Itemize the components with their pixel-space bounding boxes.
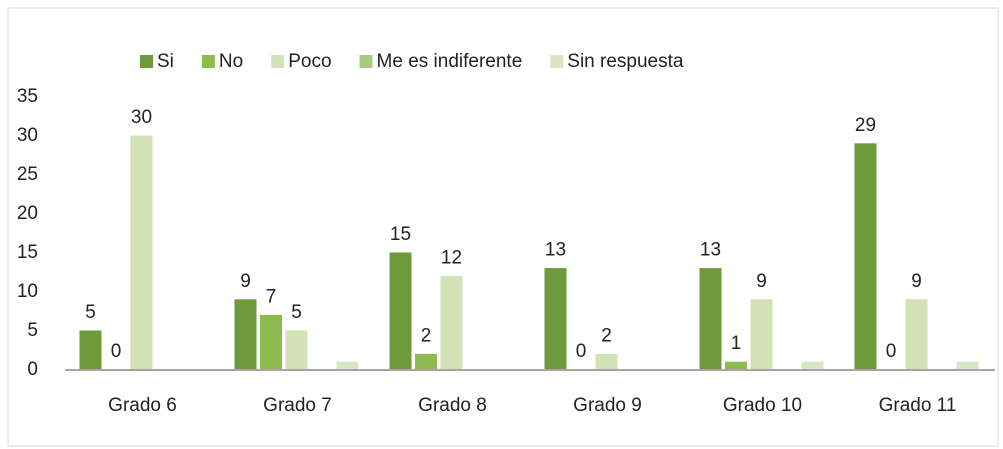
legend-swatch xyxy=(359,55,373,68)
legend-label: Me es indiferente xyxy=(377,51,523,72)
legend-swatch xyxy=(140,55,153,68)
x-tick-label: Grado 6 xyxy=(108,395,177,416)
data-label: 5 xyxy=(291,302,302,323)
bar xyxy=(415,353,437,371)
data-label: 0 xyxy=(886,341,897,362)
y-tick-label: 35 xyxy=(17,86,38,107)
data-label: 13 xyxy=(545,240,566,261)
bar xyxy=(130,135,153,371)
data-label: 0 xyxy=(576,341,587,362)
x-tick-label: Grado 7 xyxy=(263,395,332,416)
x-tick-label: Grado 9 xyxy=(573,395,642,416)
data-label: 9 xyxy=(911,271,922,292)
y-tick-label: 15 xyxy=(17,242,38,263)
bar xyxy=(905,299,928,371)
bar xyxy=(389,252,412,371)
data-label: 7 xyxy=(266,286,277,307)
bar xyxy=(260,314,282,371)
bar xyxy=(440,275,463,371)
bar xyxy=(285,330,308,371)
data-label: 0 xyxy=(111,341,122,362)
bar xyxy=(544,268,567,371)
bar xyxy=(234,299,257,371)
bar xyxy=(336,361,359,371)
x-tick-label: Grado 11 xyxy=(879,395,957,416)
data-label: 1 xyxy=(731,333,742,354)
x-tick-label: Grado 8 xyxy=(418,395,487,416)
data-label: 2 xyxy=(421,325,432,346)
data-label: 29 xyxy=(855,115,876,136)
data-label: 5 xyxy=(85,302,96,323)
y-tick-label: 20 xyxy=(17,203,38,224)
legend-label: Sin respuesta xyxy=(567,51,684,72)
data-label: 12 xyxy=(441,247,462,268)
y-tick-label: 0 xyxy=(27,359,38,380)
bar xyxy=(854,143,877,371)
bar xyxy=(801,361,824,371)
x-tick-label: Grado 10 xyxy=(723,395,802,416)
y-tick-label: 10 xyxy=(17,281,38,302)
data-label: 13 xyxy=(700,240,721,261)
data-label: 2 xyxy=(601,325,612,346)
y-tick-label: 25 xyxy=(17,164,38,185)
chart-border xyxy=(7,7,999,447)
data-label: 30 xyxy=(131,107,152,128)
data-label: 15 xyxy=(390,224,411,245)
data-label: 9 xyxy=(240,271,251,292)
bar xyxy=(725,361,747,371)
legend-swatch xyxy=(201,55,215,68)
legend-swatch xyxy=(550,55,564,68)
bar xyxy=(699,268,722,371)
legend-label: No xyxy=(219,51,243,72)
legend-swatch xyxy=(271,55,285,68)
y-tick-label: 5 xyxy=(27,320,38,341)
legend-label: Poco xyxy=(288,51,331,72)
bar xyxy=(595,353,618,371)
bar xyxy=(79,330,102,371)
data-label: 9 xyxy=(756,271,767,292)
bar xyxy=(956,361,979,371)
y-tick-label: 30 xyxy=(17,125,38,146)
legend-label: Si xyxy=(157,51,174,72)
bar xyxy=(750,299,773,371)
